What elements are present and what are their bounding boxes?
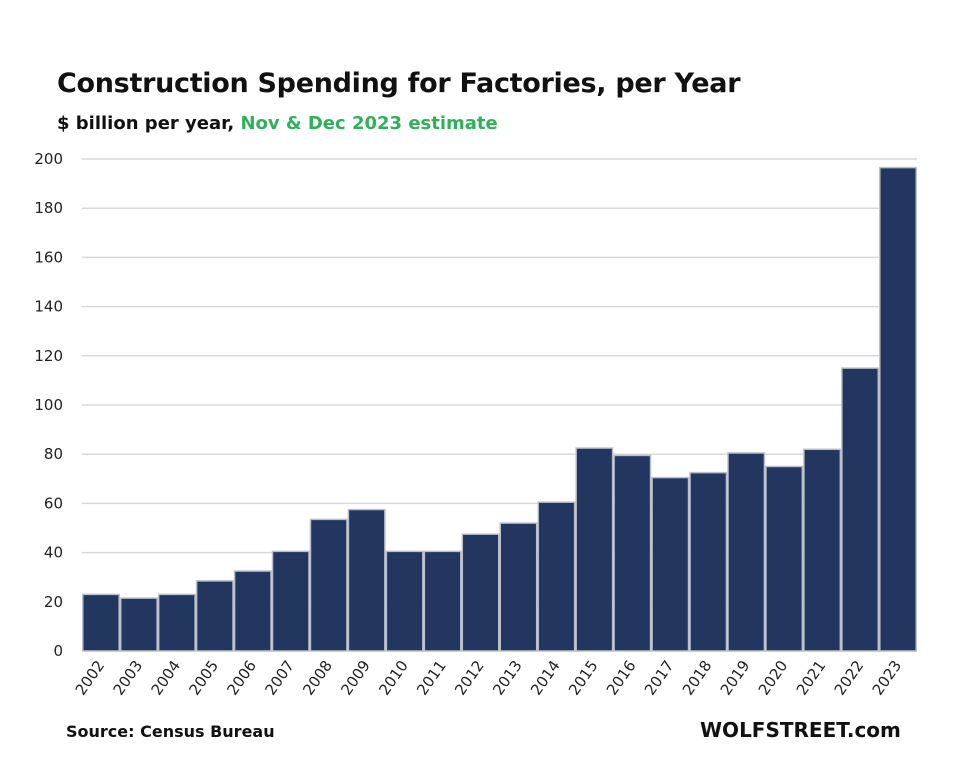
- x-tick-label: 2009: [337, 657, 374, 699]
- bar-2011: [423, 550, 462, 652]
- x-tick-label: 2019: [717, 657, 754, 699]
- bar-2015: [575, 447, 614, 652]
- bar-2019: [727, 452, 766, 652]
- y-tick-label: 0: [53, 642, 63, 660]
- bar-2010: [385, 550, 424, 652]
- x-tick-label: 2010: [375, 657, 412, 699]
- x-tick-label: 2007: [261, 657, 298, 699]
- x-tick-label: 2021: [793, 657, 830, 699]
- x-tick-label: 2014: [527, 657, 564, 699]
- gridlines: [82, 158, 917, 603]
- y-tick-label: 20: [44, 593, 63, 611]
- brand-watermark: WOLFSTREET.com: [700, 718, 901, 742]
- y-tick-label: 160: [34, 248, 63, 266]
- y-tick-label: 200: [34, 150, 63, 168]
- bar-2004: [157, 593, 196, 652]
- bar-2007: [271, 550, 310, 652]
- x-tick-label: 2011: [413, 657, 450, 699]
- x-tick-label: 2005: [185, 657, 222, 699]
- x-tick-label: 2017: [641, 657, 678, 699]
- bar-2003: [119, 597, 158, 652]
- bar-2022: [841, 367, 880, 652]
- bars: [82, 166, 918, 652]
- bar-2013: [499, 522, 538, 652]
- x-tick-label: 2004: [148, 657, 185, 699]
- subtitle-units: $ billion per year,: [57, 113, 241, 134]
- bar-2021: [803, 448, 842, 652]
- y-tick-label: 120: [34, 347, 63, 365]
- y-tick-label: 60: [44, 494, 63, 512]
- bar-2020: [765, 465, 804, 652]
- subtitle-estimate-note: Nov & Dec 2023 estimate: [240, 113, 498, 134]
- y-axis-ticks: 0 20 40 60 80 100 120 140 160 180 200: [34, 150, 63, 660]
- x-tick-label: 2022: [831, 657, 868, 699]
- source-note: Source: Census Bureau: [66, 722, 275, 741]
- x-tick-label: 2012: [451, 657, 488, 699]
- bar-2018: [689, 471, 728, 652]
- bar-2017: [651, 476, 690, 652]
- y-tick-label: 140: [34, 298, 63, 316]
- chart-subtitle: $ billion per year, Nov & Dec 2023 estim…: [57, 113, 498, 134]
- x-tick-label: 2018: [679, 657, 716, 699]
- y-tick-label: 180: [34, 199, 63, 217]
- x-tick-label: 2008: [299, 657, 336, 699]
- x-tick-label: 2002: [72, 657, 109, 699]
- y-tick-label: 100: [34, 396, 63, 414]
- bar-2005: [195, 580, 234, 652]
- bar-2008: [309, 518, 348, 652]
- x-tick-label: 2023: [869, 657, 906, 699]
- bar-2016: [613, 454, 652, 652]
- bar-2012: [461, 533, 500, 652]
- x-tick-label: 2013: [489, 657, 526, 699]
- x-tick-label: 2020: [755, 657, 792, 699]
- x-axis-ticks: 2002 2003 2004 2005 2006 2007 2008 2009 2010 2011…: [72, 657, 906, 699]
- x-tick-label: 2003: [110, 657, 147, 699]
- chart-title: Construction Spending for Factories, per…: [57, 68, 741, 99]
- x-tick-label: 2015: [565, 657, 602, 699]
- x-tick-label: 2016: [603, 657, 640, 699]
- bar-2014: [537, 501, 576, 652]
- y-tick-label: 80: [44, 445, 63, 463]
- bar-2002: [82, 593, 120, 652]
- bar-2023: [879, 166, 918, 652]
- bar-2009: [347, 508, 386, 652]
- x-tick-label: 2006: [223, 657, 260, 699]
- bar-2006: [233, 570, 272, 652]
- y-tick-label: 40: [44, 544, 63, 562]
